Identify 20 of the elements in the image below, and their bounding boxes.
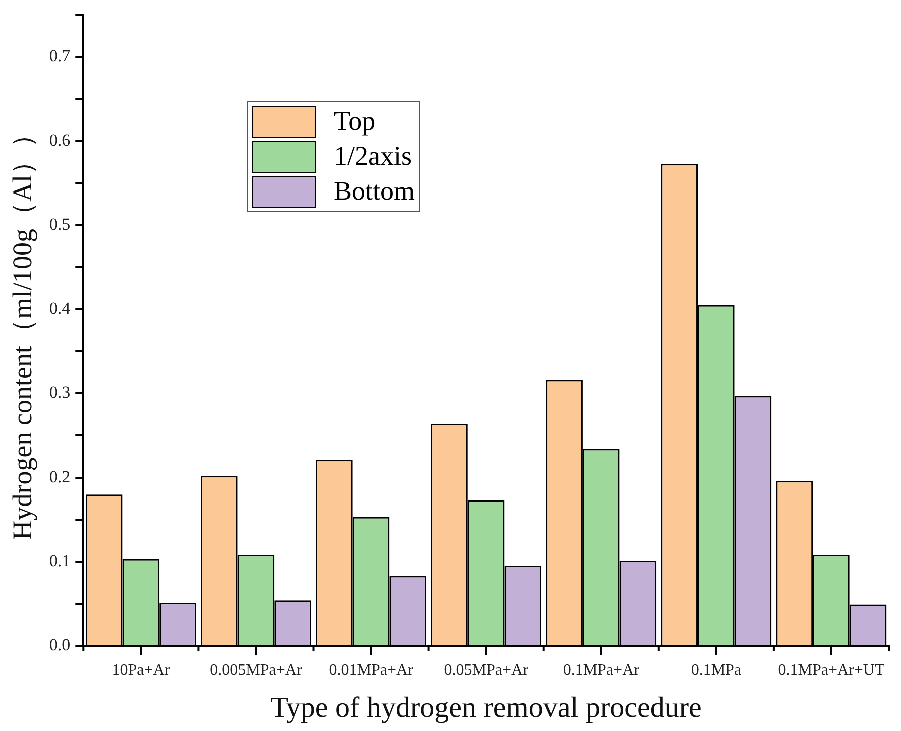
x-tick-label: 0.1MPa+Ar — [563, 662, 640, 679]
y-axis-title: Hydrogen content（ml/100g（Al）） — [7, 121, 38, 540]
y-tick-label: 0.7 — [49, 46, 72, 66]
y-tick-label: 0.6 — [49, 130, 71, 150]
y-tick-label: 0.1 — [49, 551, 71, 570]
x-tick-label: 0.1MPa — [691, 662, 742, 679]
x-tick-label: 0.01MPa+Ar — [329, 662, 414, 679]
y-tick-label: 0.3 — [49, 383, 71, 402]
y-tick-label: 0.0 — [49, 635, 71, 654]
y-tick-label: 0.4 — [49, 299, 72, 318]
legend-label: Top — [334, 106, 376, 137]
x-tick-label: 0.005MPa+Ar — [210, 662, 303, 679]
y-tick-label: 0.2 — [49, 467, 71, 486]
legend-label: 1/2axis — [334, 141, 412, 172]
x-tick-label: 0.1MPa+Ar+UT — [778, 662, 885, 679]
x-tick-label: 0.05MPa+Ar — [444, 662, 530, 679]
y-tick-label: 0.5 — [49, 214, 71, 234]
x-tick-label: 10Pa+Ar — [112, 662, 171, 679]
x-axis-title: Type of hydrogen removal procedure — [270, 692, 702, 724]
legend-label: Bottom — [334, 176, 416, 207]
